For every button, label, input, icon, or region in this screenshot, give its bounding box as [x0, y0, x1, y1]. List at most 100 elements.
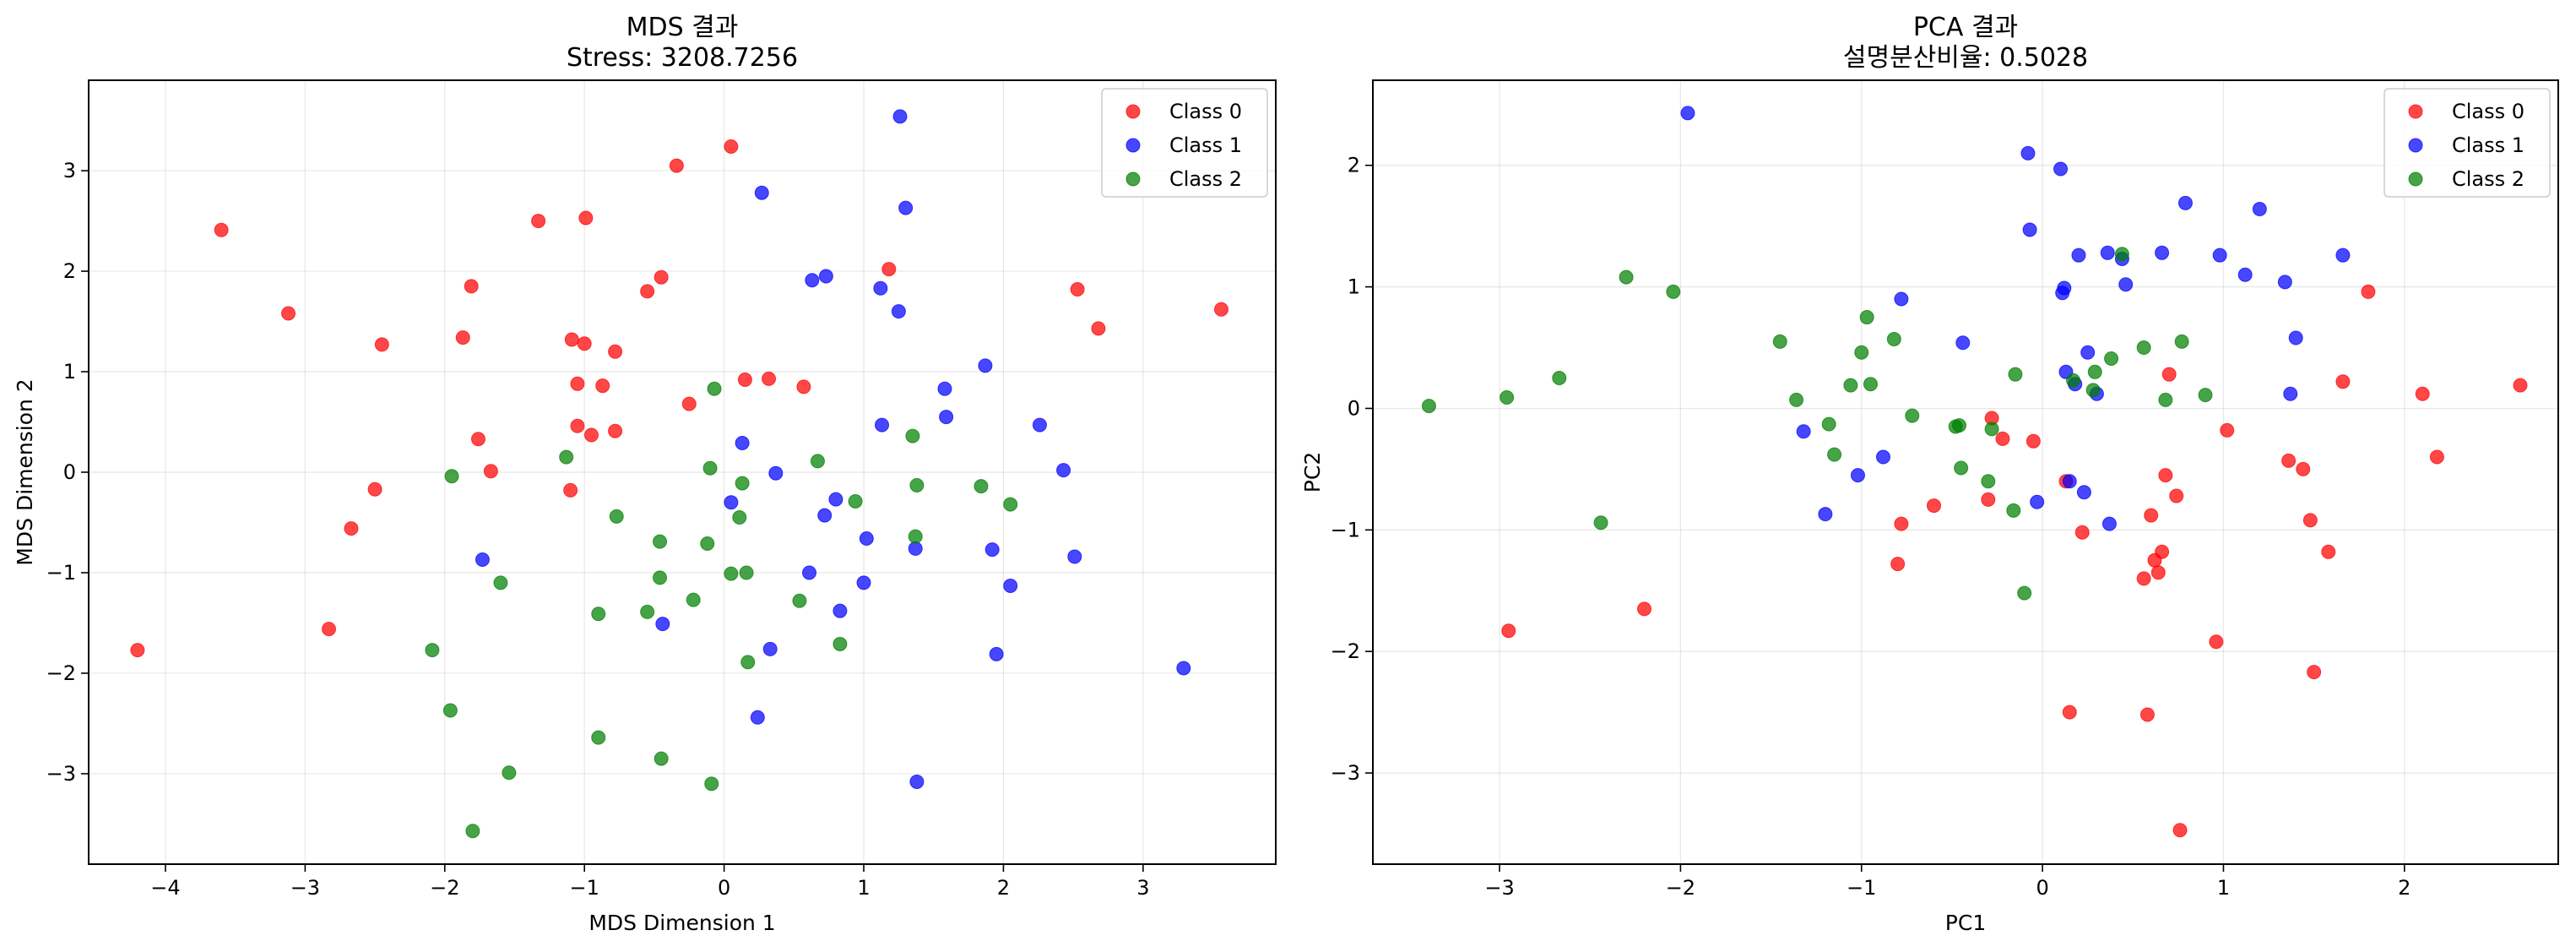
x-tick-label: 1 — [857, 876, 870, 900]
data-point-class-0 — [563, 482, 578, 498]
data-point-class-1 — [832, 603, 848, 618]
data-point-class-1 — [802, 565, 817, 580]
data-point-class-1 — [898, 200, 914, 215]
data-point-class-1 — [2022, 222, 2037, 237]
data-point-class-2 — [1981, 474, 1996, 489]
data-point-class-1 — [762, 641, 778, 656]
data-point-class-1 — [1796, 424, 1811, 439]
x-tick-label: −3 — [1484, 876, 1514, 900]
data-point-class-0 — [367, 481, 382, 497]
data-point-class-0 — [2321, 544, 2336, 559]
data-point-class-2 — [810, 454, 825, 469]
data-point-class-0 — [464, 279, 479, 294]
data-point-class-1 — [1955, 335, 1971, 351]
data-point-class-0 — [595, 378, 610, 394]
data-point-class-1 — [817, 508, 832, 523]
data-point-class-2 — [1666, 284, 1681, 299]
data-point-class-2 — [732, 510, 747, 525]
data-point-class-2 — [735, 476, 750, 491]
data-point-class-0 — [2158, 468, 2173, 483]
data-point-class-1 — [768, 465, 784, 481]
data-point-class-0 — [2307, 665, 2322, 680]
data-point-class-1 — [1818, 507, 1833, 522]
data-point-class-2 — [909, 477, 925, 492]
data-point-class-2 — [1951, 418, 1966, 433]
data-point-class-2 — [1984, 422, 1999, 437]
data-point-class-0 — [2415, 386, 2430, 401]
data-point-class-2 — [653, 751, 669, 766]
x-tick-label: −1 — [1847, 876, 1876, 900]
y-tick-label: 3 — [63, 159, 76, 182]
x-tick-label: 1 — [2217, 876, 2230, 900]
data-point-class-2 — [905, 428, 920, 443]
data-point-class-2 — [591, 607, 606, 622]
data-point-class-1 — [2053, 161, 2069, 177]
data-point-class-0 — [2074, 525, 2090, 540]
data-point-class-1 — [1176, 661, 1191, 676]
data-point-class-0 — [2155, 544, 2170, 559]
legend-label: Class 2 — [1169, 167, 1242, 191]
data-point-class-1 — [2155, 245, 2170, 260]
legend-label: Class 1 — [2452, 133, 2524, 157]
data-point-class-2 — [591, 730, 606, 745]
data-point-class-2 — [2087, 364, 2102, 379]
data-point-class-1 — [2100, 245, 2115, 260]
data-point-class-2 — [704, 776, 719, 792]
data-point-class-1 — [2335, 248, 2351, 263]
data-point-class-2 — [502, 765, 517, 781]
legend: Class 0 Class 1 Class 2 — [2383, 88, 2551, 198]
data-point-class-1 — [2283, 386, 2298, 401]
data-point-class-2 — [2136, 340, 2151, 356]
data-point-class-2 — [702, 460, 718, 476]
data-point-class-0 — [578, 210, 594, 226]
data-point-class-2 — [724, 566, 739, 581]
data-point-class-0 — [455, 330, 470, 345]
data-point-class-0 — [2026, 433, 2041, 449]
x-tick-label: −1 — [570, 876, 599, 900]
legend-marker — [2408, 104, 2423, 119]
data-point-class-0 — [724, 139, 739, 155]
data-point-class-1 — [818, 269, 833, 284]
x-tick-label: −4 — [150, 876, 180, 900]
data-point-class-1 — [2212, 248, 2227, 263]
data-point-class-0 — [577, 336, 592, 351]
data-point-class-0 — [2302, 513, 2318, 528]
data-point-class-0 — [470, 432, 485, 447]
data-point-class-1 — [989, 646, 1004, 661]
data-point-class-2 — [1593, 515, 1608, 530]
data-point-class-1 — [805, 273, 820, 288]
chart-subtitle: 설명분산비율: 0.5028 — [1843, 43, 2088, 73]
data-point-class-2 — [1003, 497, 1018, 512]
data-point-class-1 — [1056, 463, 1071, 478]
data-point-class-0 — [762, 371, 777, 386]
data-point-class-1 — [2076, 485, 2091, 500]
data-point-class-2 — [609, 509, 624, 524]
data-point-class-0 — [1213, 302, 1228, 317]
data-point-class-1 — [2020, 145, 2036, 160]
data-point-class-2 — [2008, 367, 2023, 382]
data-point-class-0 — [564, 332, 579, 347]
data-point-class-2 — [425, 643, 440, 658]
data-point-class-0 — [130, 643, 145, 658]
data-point-class-0 — [2144, 508, 2159, 523]
y-tick-label: −1 — [46, 561, 76, 585]
x-tick-label: 3 — [1136, 876, 1149, 900]
data-point-class-1 — [1003, 578, 1018, 593]
data-point-class-1 — [2101, 516, 2117, 531]
data-point-class-1 — [1032, 417, 1047, 432]
data-point-class-1 — [828, 492, 843, 507]
chart-title: MDS 결과 — [626, 13, 739, 42]
x-tick-label: 0 — [718, 876, 730, 900]
data-point-class-2 — [442, 703, 458, 718]
data-point-class-1 — [978, 358, 993, 373]
data-point-class-2 — [2066, 373, 2081, 388]
y-tick-label: −1 — [1331, 518, 1360, 541]
data-point-class-0 — [344, 521, 359, 536]
data-point-class-1 — [754, 185, 769, 200]
legend: Class 0 Class 1 Class 2 — [1101, 88, 1268, 198]
data-point-class-2 — [2158, 392, 2173, 407]
data-point-class-2 — [700, 536, 715, 551]
data-point-class-2 — [832, 636, 848, 651]
legend-frame — [1101, 88, 1268, 198]
